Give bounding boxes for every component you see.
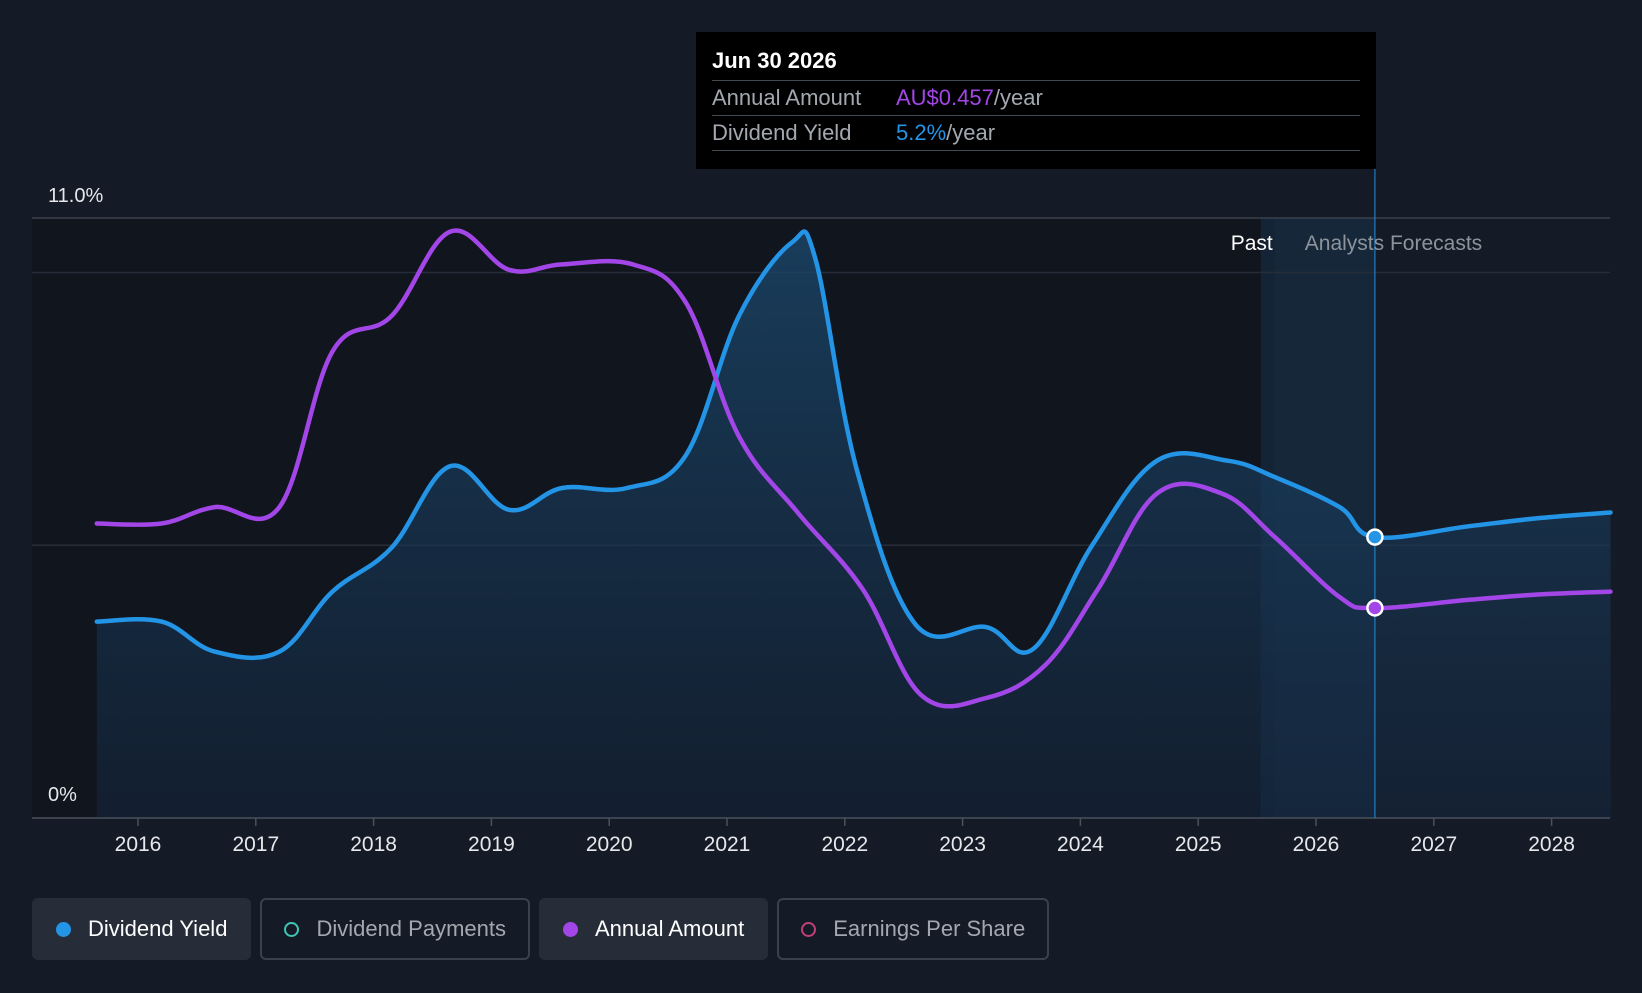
x-tick-label: 2018: [350, 833, 397, 856]
hover-tooltip: Jun 30 2026 Annual Amount AU$0.457 /year…: [696, 32, 1376, 169]
legend-earnings-per-share[interactable]: Earnings Per Share: [777, 898, 1050, 960]
x-tick-label: 2022: [821, 833, 868, 856]
tooltip-value: 5.2%: [896, 120, 947, 145]
legend-annual-amount[interactable]: Annual Amount: [538, 898, 769, 960]
legend-dot-icon: [56, 921, 71, 937]
legend-label: Dividend Yield: [88, 916, 228, 941]
y-axis-bottom-label: 0%: [48, 784, 77, 806]
x-tick-label: 2027: [1410, 833, 1457, 856]
annual-amount-line: [94, 228, 1613, 709]
dividend-yield-line: [94, 229, 1613, 661]
tooltip-unit: /year: [993, 85, 1043, 110]
tooltip-value: AU$0.457: [896, 85, 994, 110]
x-tick-label: 2021: [704, 833, 751, 856]
legend-dot-icon: [562, 921, 578, 937]
legend-label: Annual Amount: [594, 916, 745, 941]
tooltip-row-dividend-yield: Dividend Yield 5.2% /year: [712, 116, 1360, 151]
x-tick-label: 2023: [939, 833, 986, 856]
x-tick-label: 2020: [586, 833, 633, 856]
chart-legend: Dividend Yield Dividend Payments Annual …: [32, 898, 1050, 960]
tooltip-label: Dividend Yield: [712, 120, 852, 145]
x-tick-label: 2026: [1293, 833, 1340, 856]
analysts-forecasts-label: Analysts Forecasts: [1305, 232, 1482, 255]
x-tick-label: 2024: [1057, 833, 1104, 856]
tooltip-date: Jun 30 2026: [712, 46, 1360, 81]
dividend-yield-highlight-marker: [1366, 528, 1384, 546]
x-tick-label: 2028: [1528, 833, 1575, 856]
legend-dividend-payments[interactable]: Dividend Payments: [260, 898, 530, 960]
y-axis-top-label: 11.0%: [48, 185, 103, 207]
x-tick-label: 2017: [232, 833, 279, 856]
legend-label: Earnings Per Share: [833, 916, 1026, 941]
x-tick-label: 2016: [115, 833, 162, 856]
tooltip-row-annual-amount: Annual Amount AU$0.457 /year: [712, 81, 1360, 116]
legend-ring-icon: [801, 921, 817, 937]
tooltip-label: Annual Amount: [712, 85, 862, 110]
legend-ring-icon: [284, 921, 300, 937]
x-tick-label: 2025: [1175, 833, 1222, 856]
legend-dividend-yield[interactable]: Dividend Yield: [32, 898, 252, 960]
dividend-yield-area: [96, 231, 1611, 818]
past-label: Past: [1231, 232, 1273, 255]
tooltip-unit: /year: [946, 120, 996, 145]
annual-amount-highlight-marker: [1366, 599, 1384, 617]
x-tick-label: 2019: [468, 833, 515, 856]
legend-label: Dividend Payments: [316, 916, 506, 941]
